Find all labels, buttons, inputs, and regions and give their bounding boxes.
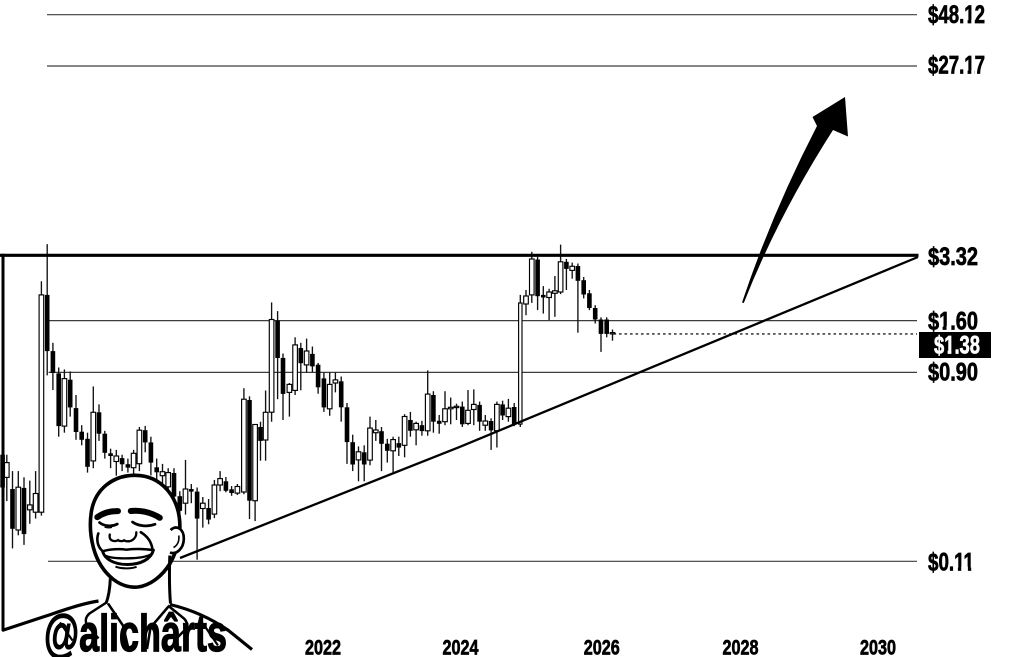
svg-text:@alichârts: @alichârts	[44, 605, 227, 657]
svg-text:2022: 2022	[305, 637, 341, 657]
svg-text:$0.90: $0.90	[928, 359, 978, 387]
svg-text:$0.11: $0.11	[928, 549, 974, 577]
svg-text:$48.12: $48.12	[928, 1, 985, 29]
svg-text:$27.17: $27.17	[928, 52, 985, 80]
svg-text:$1.60: $1.60	[928, 308, 978, 336]
svg-text:2028: 2028	[723, 637, 759, 657]
svg-text:2026: 2026	[584, 637, 620, 657]
svg-text:2030: 2030	[860, 637, 896, 657]
svg-text:$1.38: $1.38	[934, 332, 980, 360]
svg-text:2024: 2024	[443, 637, 479, 657]
svg-text:$3.32: $3.32	[928, 243, 978, 271]
